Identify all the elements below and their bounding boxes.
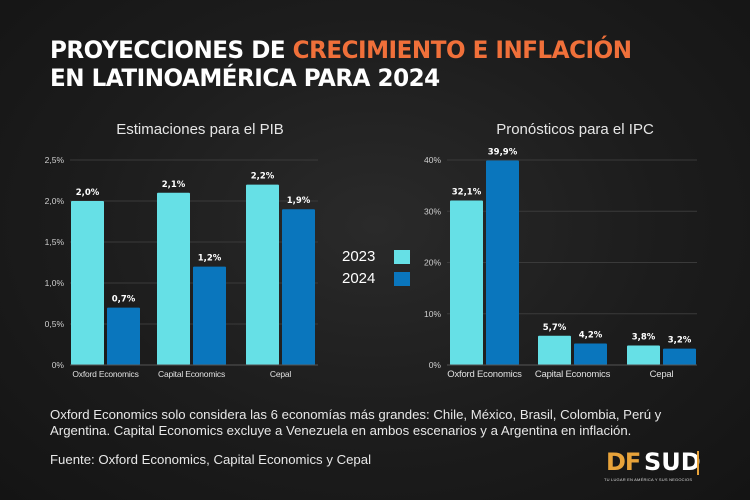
logo-tagline: TU LUGAR EN AMÉRICA Y SUS NEGOCIOS bbox=[604, 477, 693, 482]
ipc-bar-2024 bbox=[486, 160, 519, 365]
legend-swatch-2023 bbox=[394, 249, 410, 264]
ipc-category-label: Cepal bbox=[650, 369, 674, 380]
pib-ytick-label: 2,0% bbox=[45, 196, 65, 206]
legend-swatch-2024 bbox=[394, 271, 410, 286]
ipc-bar-2024 bbox=[574, 343, 607, 365]
pib-data-label: 1,9% bbox=[287, 196, 311, 206]
pib-category-label: Cepal bbox=[270, 369, 292, 379]
legend-label-2024: 2024 bbox=[342, 270, 376, 287]
page-title: PROYECCIONES DE CRECIMIENTO E INFLACIÓN … bbox=[50, 36, 684, 92]
title-part1: PROYECCIONES DE bbox=[50, 36, 293, 64]
ipc-data-label: 4,2% bbox=[579, 330, 603, 340]
ipc-data-label: 32,1% bbox=[452, 187, 482, 197]
ipc-chart-title: Pronósticos para el IPC bbox=[496, 121, 654, 138]
pib-bar-2023 bbox=[71, 201, 104, 365]
pib-bar-2024 bbox=[107, 307, 140, 365]
pib-ytick-label: 1,0% bbox=[45, 278, 65, 288]
pib-category-label: Capital Economics bbox=[158, 369, 225, 379]
pib-ytick-label: 1,5% bbox=[45, 237, 65, 247]
ipc-data-label: 5,7% bbox=[543, 323, 567, 333]
ipc-category-label: Capital Economics bbox=[535, 369, 611, 380]
ipc-category-label: Oxford Economics bbox=[447, 369, 522, 380]
ipc-ytick-label: 10% bbox=[424, 309, 441, 319]
title-highlight: CRECIMIENTO E INFLACIÓN bbox=[292, 36, 632, 64]
ipc-ytick-label: 40% bbox=[424, 155, 441, 165]
pib-data-label: 1,2% bbox=[198, 254, 222, 264]
pib-chart-title: Estimaciones para el PIB bbox=[116, 121, 284, 138]
dfsud-logo: DF SUD TU LUGAR EN AMÉRICA Y SUS NEGOCIO… bbox=[604, 448, 704, 484]
pib-bar-2024 bbox=[282, 209, 315, 365]
title-line2: EN LATINOAMÉRICA PARA 2024 bbox=[50, 64, 440, 92]
logo-sud: SUD bbox=[644, 448, 701, 476]
pib-data-label: 2,0% bbox=[76, 188, 100, 198]
ipc-data-label: 3,2% bbox=[668, 336, 692, 346]
pib-ytick-label: 2,5% bbox=[45, 155, 65, 165]
ipc-data-label: 3,8% bbox=[632, 333, 656, 343]
legend-item-2023: 2023 bbox=[342, 248, 410, 265]
pib-bar-2024 bbox=[193, 266, 226, 365]
pib-ytick-label: 0,5% bbox=[45, 319, 65, 329]
pib-ytick-label: 0% bbox=[52, 360, 65, 370]
pib-data-label: 0,7% bbox=[112, 295, 136, 305]
legend-label-2023: 2023 bbox=[342, 248, 376, 265]
ipc-data-label: 39,9% bbox=[488, 148, 518, 158]
pib-category-label: Oxford Economics bbox=[72, 369, 138, 379]
ipc-bar-2023 bbox=[627, 345, 660, 365]
pib-data-label: 2,2% bbox=[251, 172, 275, 182]
pib-bar-2023 bbox=[157, 192, 190, 365]
source-text: Fuente: Oxford Economics, Capital Econom… bbox=[50, 452, 372, 467]
ipc-ytick-label: 30% bbox=[424, 206, 441, 216]
logo-df: DF bbox=[606, 448, 641, 476]
legend-item-2024: 2024 bbox=[342, 270, 410, 287]
ipc-bar-2023 bbox=[538, 335, 571, 365]
ipc-ytick-label: 20% bbox=[424, 258, 441, 268]
ipc-ytick-label: 0% bbox=[429, 360, 442, 370]
pib-data-label: 2,1% bbox=[162, 180, 186, 190]
ipc-bar-2024 bbox=[663, 348, 696, 365]
pib-bar-2023 bbox=[246, 184, 279, 365]
logo-bar bbox=[697, 451, 699, 475]
ipc-bar-2023 bbox=[450, 200, 483, 365]
footnote: Oxford Economics solo considera las 6 ec… bbox=[50, 407, 662, 438]
